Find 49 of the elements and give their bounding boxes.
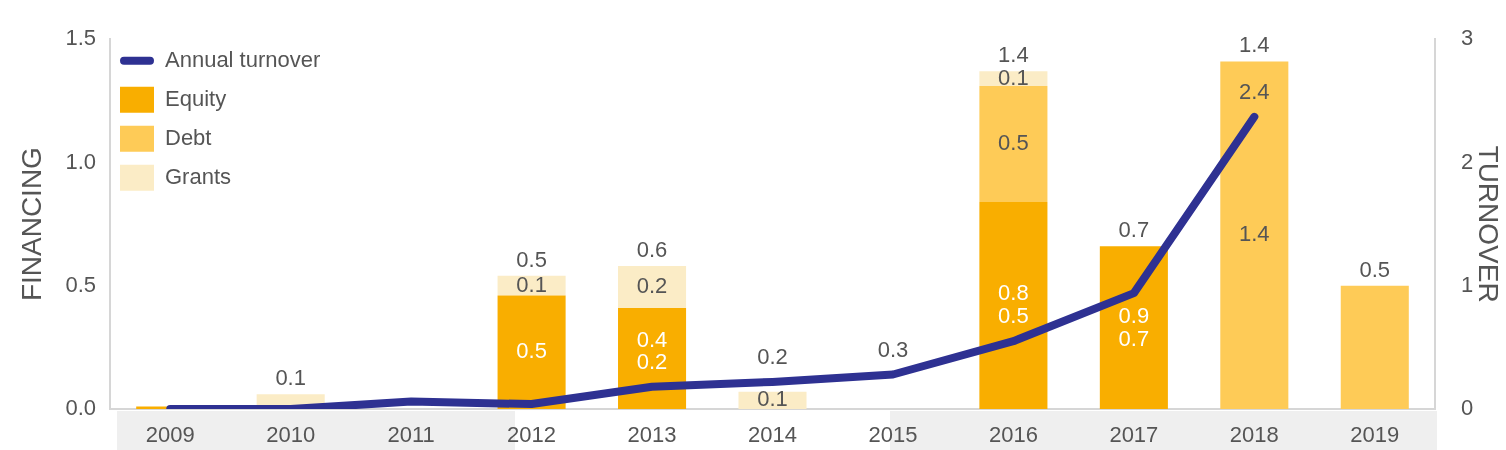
y2-tick-label: 3 xyxy=(1461,25,1474,51)
x-tick-label: 2019 xyxy=(1350,422,1400,448)
bar xyxy=(1099,246,1168,409)
x-tick-label: 2009 xyxy=(145,422,195,448)
y2-tick-label: 2 xyxy=(1461,148,1474,174)
data-label: 0.2 xyxy=(757,343,788,369)
x-tick-label: 2018 xyxy=(1229,422,1279,448)
total-label: 0.1 xyxy=(275,365,306,391)
bar xyxy=(497,295,566,409)
y2-axis-title: TURNOVER xyxy=(1473,145,1505,303)
x-tick-label: 2013 xyxy=(627,422,677,448)
x-tick-label: 2014 xyxy=(748,422,797,448)
bar xyxy=(618,266,687,308)
total-label: 0.5 xyxy=(516,246,547,272)
y-tick-label: 1.5 xyxy=(65,25,96,51)
x-tick-label: 2015 xyxy=(868,422,918,448)
x-tick-label: 2012 xyxy=(507,422,557,448)
data-label: 0.1 xyxy=(757,386,788,412)
bar xyxy=(1340,285,1409,409)
legend-label: Annual turnover xyxy=(165,46,321,72)
data-label: 0.5 xyxy=(998,130,1029,156)
bar xyxy=(979,86,1048,202)
x-tick-label: 2011 xyxy=(387,422,435,448)
y-tick-label: 1.0 xyxy=(65,148,96,174)
bar xyxy=(1220,61,1289,409)
legend-label: Debt xyxy=(165,124,212,150)
y-tick-label: 0.0 xyxy=(65,395,96,421)
legend-label: Grants xyxy=(165,163,232,189)
y-axis-title: FINANCING xyxy=(15,147,47,302)
total-label: 0.6 xyxy=(636,237,668,263)
total-label: 1.4 xyxy=(1239,32,1270,58)
x-tick-label: 2010 xyxy=(266,422,316,448)
y-tick-label: 0.5 xyxy=(65,271,96,297)
x-tick-label: 2017 xyxy=(1109,422,1159,448)
data-label: 1.4 xyxy=(1239,221,1270,247)
total-label: 0.5 xyxy=(1359,256,1391,282)
data-label: 0.3 xyxy=(877,336,909,362)
data-label: 0.5 xyxy=(516,338,547,364)
x-tick-label: 2016 xyxy=(988,422,1038,448)
y2-tick-label: 1 xyxy=(1461,271,1474,297)
legend-label: Equity xyxy=(165,85,227,111)
y2-tick-label: 0 xyxy=(1461,395,1474,421)
data-label: 0.2 xyxy=(636,273,668,299)
total-label: 0.7 xyxy=(1118,217,1150,243)
data-label: 0.1 xyxy=(516,271,547,297)
bar xyxy=(979,201,1048,409)
data-label: 0.5 xyxy=(998,303,1029,329)
data-label: 0.8 xyxy=(998,279,1029,305)
data-label: 2.4 xyxy=(1239,78,1270,104)
